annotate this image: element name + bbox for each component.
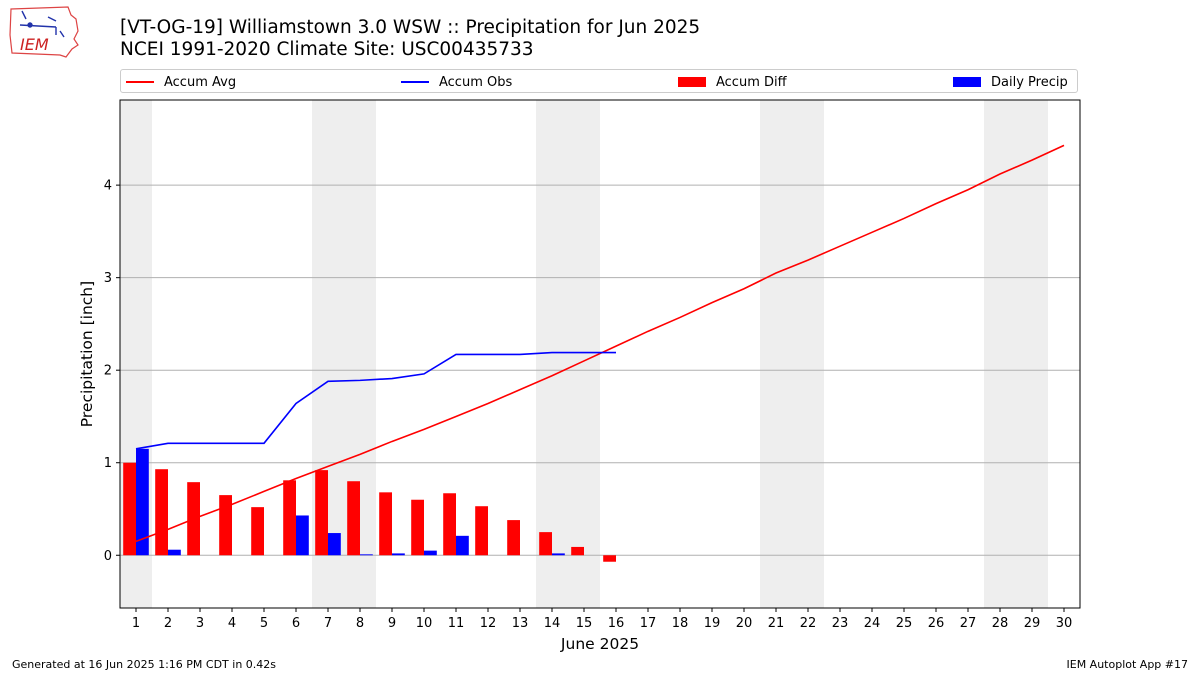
x-tick-label-14: 14 [544,616,561,631]
accum-diff-bar-1 [123,462,136,556]
accum-diff-bar-3 [187,482,200,556]
accum-diff-bar-8 [347,481,360,556]
accum-diff-bar-4 [219,495,232,556]
daily-precip-bar-11 [456,535,469,556]
x-tick-label-4: 4 [228,616,236,631]
y-tick-label-4: 4 [104,179,112,194]
accum-diff-bar-7 [315,470,328,556]
x-tick-label-25: 25 [896,616,913,631]
x-tick-label-19: 19 [704,616,721,631]
x-tick-label-13: 13 [512,616,529,631]
chart-title: [VT-OG-19] Williamstown 3.0 WSW :: Preci… [120,17,700,61]
x-tick-label-24: 24 [864,616,881,631]
legend-swatch-accum-diff [678,77,706,87]
footer-app: IEM Autoplot App #17 [1066,658,1189,671]
logo-text: IEM [20,35,49,54]
weekend-shade-21 [760,100,792,608]
x-axis-label: June 2025 [560,635,639,653]
x-tick-label-22: 22 [800,616,817,631]
accum-diff-bar-12 [475,506,488,556]
x-tick-label-6: 6 [292,616,300,631]
legend-swatch-accum-avg [126,81,154,83]
accum-diff-bar-2 [155,469,168,556]
x-tick-label-2: 2 [164,616,172,631]
accum-diff-bar-14 [539,532,552,556]
accum-avg-line [135,144,1065,543]
footer-generated: Generated at 16 Jun 2025 1:16 PM CDT in … [12,658,277,671]
legend-daily-precip: Daily Precip [953,73,1068,91]
legend-accum-avg: Accum Avg [126,73,236,91]
accum-diff-bar-6 [283,480,296,556]
x-tick-label-28: 28 [992,616,1009,631]
x-tick-label-5: 5 [260,616,268,631]
y-tick-label-3: 3 [104,271,112,286]
accum-diff-bar-9 [379,492,392,556]
accum-diff-bar-5 [251,507,264,556]
weekend-shade-14 [536,100,568,608]
x-tick-label-20: 20 [736,616,753,631]
x-tick-label-27: 27 [960,616,977,631]
daily-precip-bar-9 [392,553,405,556]
y-tick-label-1: 1 [104,456,112,471]
accum-diff-bar-15 [571,546,584,556]
legend-accum-obs: Accum Obs [401,73,512,91]
x-tick-label-23: 23 [832,616,849,631]
weekend-shade-15 [568,100,600,608]
x-tick-label-26: 26 [928,616,945,631]
x-tick-label-12: 12 [480,616,497,631]
accum-diff-bar-10 [411,499,424,556]
daily-precip-bar-6 [296,515,309,556]
legend-label-accum-avg: Accum Avg [164,74,237,90]
accum-obs-line [135,351,616,450]
x-tick-label-1: 1 [132,616,140,631]
daily-precip-bar-2 [168,549,181,556]
legend-label-daily-precip: Daily Precip [991,74,1068,90]
x-tick-label-29: 29 [1024,616,1041,631]
x-tick-label-30: 30 [1056,616,1073,631]
legend-accum-diff: Accum Diff [678,73,787,91]
plot-frame [119,99,1081,609]
weekend-shade-29 [1016,100,1048,608]
x-tick-label-8: 8 [356,616,364,631]
title-line-2: NCEI 1991-2020 Climate Site: USC00435733 [120,39,534,60]
x-tick-label-11: 11 [448,616,465,631]
title-line-1: [VT-OG-19] Williamstown 3.0 WSW :: Preci… [120,17,701,38]
x-tick-label-15: 15 [576,616,593,631]
x-tick-label-10: 10 [416,616,433,631]
accum-diff-bar-13 [507,520,520,556]
weekend-shade-28 [984,100,1016,608]
x-tick-label-18: 18 [672,616,689,631]
daily-precip-bar-8 [360,554,373,556]
weekend-shade-8 [344,100,376,608]
x-tick-label-16: 16 [608,616,625,631]
y-tick-label-0: 0 [104,549,112,564]
accum-diff-bar-16 [603,555,616,562]
accum-diff-bar-11 [443,493,456,556]
daily-precip-bar-14 [552,553,565,556]
x-tick-label-17: 17 [640,616,657,631]
x-tick-label-7: 7 [324,616,332,631]
daily-precip-bar-1 [136,448,149,556]
daily-precip-bar-7 [328,533,341,556]
x-tick-label-3: 3 [196,616,204,631]
y-tick-label-2: 2 [104,364,112,379]
weekend-shade-22 [792,100,824,608]
chart-legend: Accum Avg Accum Obs Accum Diff Daily Pre… [120,69,1078,93]
x-tick-label-9: 9 [388,616,396,631]
weekend-shade-1 [120,100,152,608]
legend-label-accum-obs: Accum Obs [439,74,513,90]
legend-swatch-daily-precip [953,77,981,87]
y-axis-label: Precipitation [inch] [78,281,96,427]
iem-logo: IEM [9,6,79,58]
x-tick-label-21: 21 [768,616,785,631]
legend-swatch-accum-obs [401,81,429,83]
weekend-shade-7 [312,100,344,608]
legend-label-accum-diff: Accum Diff [716,74,787,90]
daily-precip-bar-10 [424,550,437,556]
